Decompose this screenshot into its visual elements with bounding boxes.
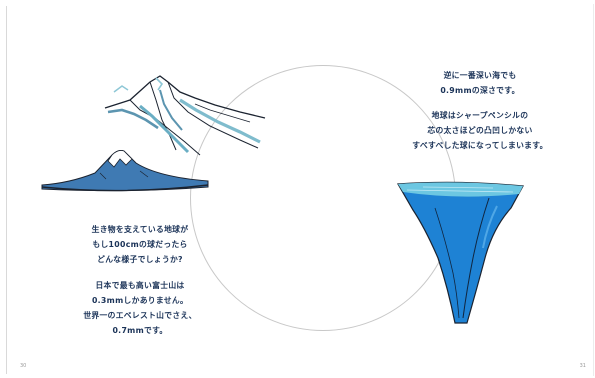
text-line: すべすべした球になってしまいます。 bbox=[412, 141, 548, 150]
text-line: 世界一のエベレスト山でさえ、 bbox=[83, 311, 197, 320]
page-number-right: 31 bbox=[579, 363, 586, 369]
text-line: 逆に一番深い海でも bbox=[443, 71, 517, 80]
left-paragraph-intro: 生き物を支えている地球が もし100cmの球だったら どんな様子でしょうか? bbox=[60, 222, 220, 267]
text-line: 生き物を支えている地球が bbox=[91, 225, 189, 234]
text-line: 芯の太さほどの凸凹しかない bbox=[427, 126, 533, 135]
right-paragraph: 逆に一番深い海でも 0.9mmの深さです。 地球はシャープペンシルの 芯の太さほ… bbox=[380, 68, 580, 153]
everest-mountain-illustration bbox=[104, 75, 266, 156]
paragraph-gap bbox=[380, 98, 580, 108]
page-edge-left bbox=[6, 6, 7, 374]
page-number-left: 30 bbox=[20, 363, 27, 369]
text-line: 日本で最も高い富士山は bbox=[95, 281, 185, 290]
text-line: 0.3mmしかありません。 bbox=[91, 296, 189, 305]
text-line: もし100cmの球だったら bbox=[92, 240, 188, 249]
page-edge-right bbox=[593, 4, 594, 376]
fuji-mountain-illustration bbox=[41, 150, 209, 192]
text-line: 0.9mmの深さです。 bbox=[440, 86, 520, 95]
text-line: 0.7mmです。 bbox=[112, 326, 168, 335]
text-line: 地球はシャープペンシルの bbox=[431, 111, 529, 120]
ocean-trench-illustration bbox=[396, 181, 524, 324]
text-line: どんな様子でしょうか? bbox=[97, 255, 183, 264]
left-paragraph-mountains: 日本で最も高い富士山は 0.3mmしかありません。 世界一のエベレスト山でさえ、… bbox=[60, 278, 220, 338]
